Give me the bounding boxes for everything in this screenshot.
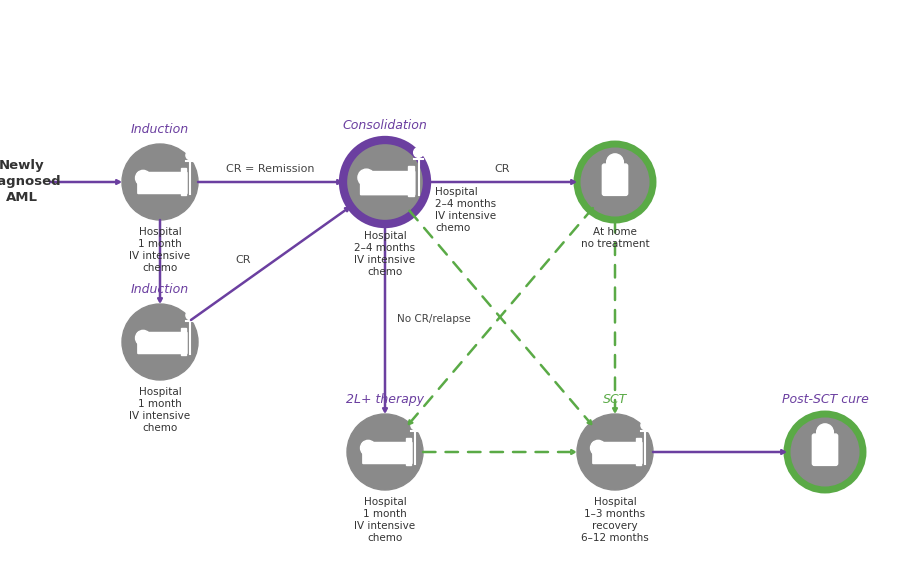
FancyBboxPatch shape bbox=[593, 443, 642, 463]
Text: Induction: Induction bbox=[130, 283, 189, 296]
Text: Consolidation: Consolidation bbox=[343, 119, 427, 132]
Text: SCT: SCT bbox=[603, 393, 627, 406]
FancyBboxPatch shape bbox=[361, 172, 415, 194]
Circle shape bbox=[122, 144, 198, 220]
Circle shape bbox=[607, 154, 624, 170]
FancyArrowPatch shape bbox=[410, 210, 591, 424]
FancyBboxPatch shape bbox=[362, 178, 394, 193]
Text: CR: CR bbox=[494, 164, 509, 174]
Bar bbox=[406, 438, 411, 465]
FancyArrowPatch shape bbox=[191, 208, 348, 320]
Circle shape bbox=[361, 440, 376, 456]
Circle shape bbox=[816, 424, 833, 440]
Text: Hospital
2–4 months
IV intensive
chemo: Hospital 2–4 months IV intensive chemo bbox=[435, 187, 496, 233]
Circle shape bbox=[186, 151, 194, 160]
Text: Hospital
1 month
IV intensive
chemo: Hospital 1 month IV intensive chemo bbox=[130, 387, 191, 433]
FancyBboxPatch shape bbox=[139, 178, 168, 193]
Circle shape bbox=[186, 311, 194, 320]
FancyArrowPatch shape bbox=[198, 180, 340, 184]
Bar bbox=[181, 328, 186, 355]
Circle shape bbox=[577, 414, 653, 490]
Bar bbox=[635, 438, 642, 465]
Text: Post-SCT cure: Post-SCT cure bbox=[781, 393, 868, 406]
Text: Induction: Induction bbox=[130, 123, 189, 136]
Text: Newly
diagnosed
AML: Newly diagnosed AML bbox=[0, 160, 61, 205]
FancyBboxPatch shape bbox=[364, 448, 393, 463]
Text: 2L+ therapy: 2L+ therapy bbox=[346, 393, 424, 406]
Text: Hospital
1 month
IV intensive
chemo: Hospital 1 month IV intensive chemo bbox=[355, 497, 416, 543]
FancyArrowPatch shape bbox=[50, 180, 120, 184]
FancyArrowPatch shape bbox=[158, 220, 162, 301]
Text: CR: CR bbox=[236, 255, 251, 265]
Bar bbox=[408, 166, 414, 196]
Circle shape bbox=[343, 140, 427, 224]
Circle shape bbox=[358, 169, 374, 186]
Text: No CR/relapse: No CR/relapse bbox=[397, 314, 471, 324]
FancyBboxPatch shape bbox=[813, 434, 838, 466]
Circle shape bbox=[411, 421, 419, 430]
Circle shape bbox=[347, 414, 423, 490]
Circle shape bbox=[136, 331, 151, 345]
FancyArrowPatch shape bbox=[613, 220, 617, 411]
Circle shape bbox=[122, 304, 198, 380]
Circle shape bbox=[414, 148, 423, 157]
Circle shape bbox=[787, 414, 863, 490]
Text: At home
no treatment: At home no treatment bbox=[580, 227, 649, 249]
Circle shape bbox=[577, 144, 653, 220]
FancyBboxPatch shape bbox=[139, 339, 168, 352]
FancyBboxPatch shape bbox=[138, 332, 187, 353]
FancyBboxPatch shape bbox=[602, 164, 627, 196]
FancyArrowPatch shape bbox=[423, 450, 574, 454]
FancyArrowPatch shape bbox=[653, 450, 785, 454]
Text: Hospital
1 month
IV intensive
chemo: Hospital 1 month IV intensive chemo bbox=[130, 227, 191, 273]
Text: Hospital
2–4 months
IV intensive
chemo: Hospital 2–4 months IV intensive chemo bbox=[355, 231, 416, 277]
Circle shape bbox=[590, 440, 606, 456]
Text: Hospital
1–3 months
recovery
6–12 months: Hospital 1–3 months recovery 6–12 months bbox=[581, 497, 649, 543]
FancyArrowPatch shape bbox=[427, 180, 574, 184]
Circle shape bbox=[136, 170, 151, 185]
Bar bbox=[181, 168, 186, 195]
FancyBboxPatch shape bbox=[363, 443, 412, 463]
FancyArrowPatch shape bbox=[409, 208, 593, 424]
Text: CR = Remission: CR = Remission bbox=[226, 164, 315, 174]
FancyBboxPatch shape bbox=[138, 173, 187, 193]
FancyArrowPatch shape bbox=[383, 224, 387, 411]
Circle shape bbox=[641, 421, 650, 430]
FancyBboxPatch shape bbox=[594, 448, 624, 463]
